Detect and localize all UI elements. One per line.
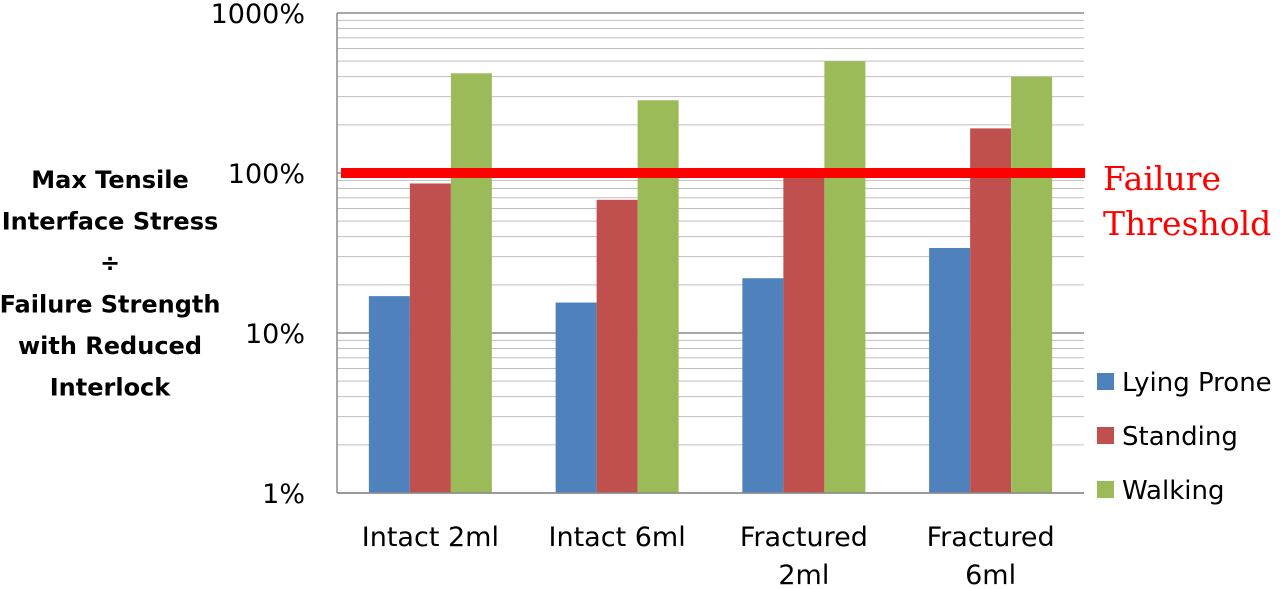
bar-walking	[1011, 76, 1053, 493]
bar-lying-prone	[555, 302, 597, 493]
bar-lying-prone	[368, 296, 410, 493]
y-axis-title: Max Tensile Interface Stress ÷ Failure Stre…	[0, 166, 220, 402]
y-tick-label: 10%	[245, 319, 305, 350]
category-label: Intact 2ml	[362, 522, 499, 553]
bar-lying-prone	[742, 278, 784, 493]
y-tick-label: 100%	[228, 159, 305, 190]
bar-standing	[970, 128, 1012, 494]
bar-standing	[409, 183, 451, 493]
bar-standing	[596, 199, 638, 493]
legend-label: Walking	[1122, 476, 1224, 506]
y-tick-label: 1%	[262, 479, 305, 510]
legend-swatch	[1097, 373, 1114, 390]
legend-label: Standing	[1122, 422, 1238, 452]
bars	[368, 61, 1053, 494]
legend-swatch	[1097, 427, 1114, 444]
legend-swatch	[1097, 481, 1114, 498]
category-label: Intact 6ml	[549, 522, 686, 553]
bar-standing	[783, 173, 825, 493]
failure-threshold-label: Failure Threshold	[1103, 159, 1271, 243]
bar-lying-prone	[929, 247, 971, 493]
legend: Lying Prone Standing Walking	[1097, 368, 1272, 506]
category-label: Fractured 6ml	[927, 522, 1055, 589]
bar-walking	[450, 73, 492, 493]
bar-walking	[824, 61, 866, 494]
bar-walking	[637, 100, 679, 493]
legend-label: Lying Prone	[1122, 368, 1272, 398]
category-label: Fractured 2ml	[740, 522, 868, 589]
y-tick-label: 1000%	[211, 0, 305, 30]
